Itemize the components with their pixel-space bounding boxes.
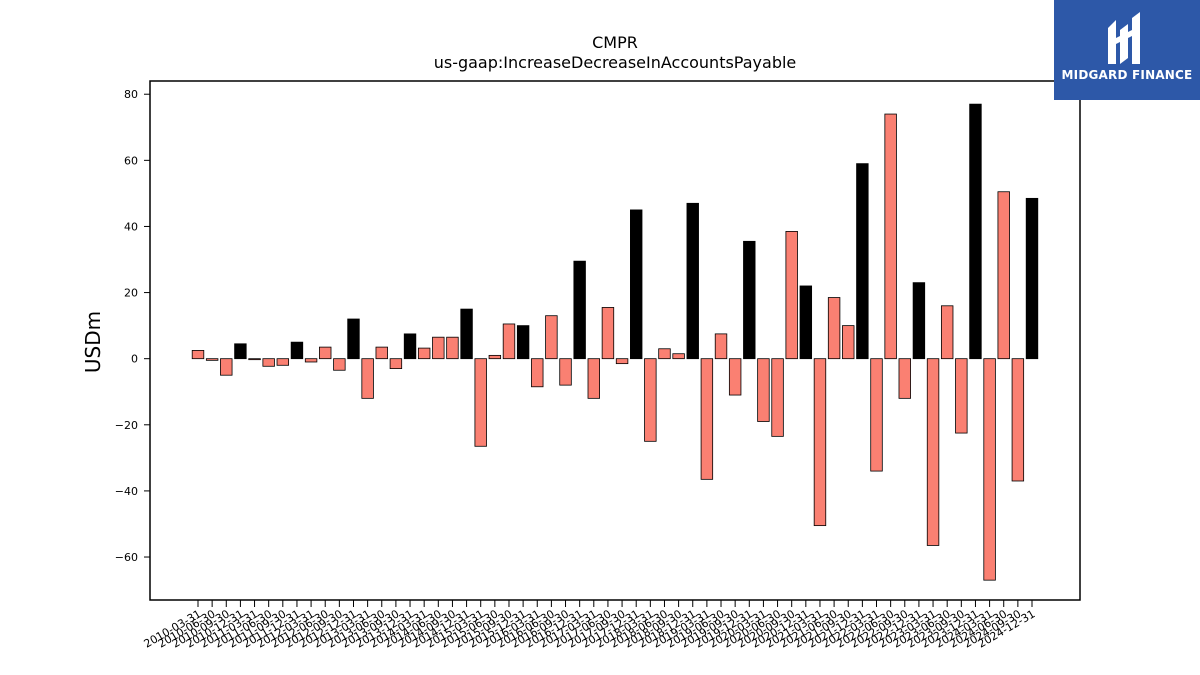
bar: [940, 305, 954, 360]
y-tick-label: −60: [115, 551, 138, 564]
bar: [290, 341, 304, 360]
bar: [884, 113, 897, 360]
bar: [417, 347, 431, 360]
bar: [714, 333, 728, 360]
bar: [728, 358, 742, 396]
bar: [827, 297, 841, 360]
chart-title: CMPR: [592, 33, 638, 52]
plot-frame: [149, 80, 1081, 601]
y-tick-label: 80: [124, 88, 138, 101]
midgard-logo-icon: [1108, 12, 1140, 64]
bar: [983, 358, 996, 581]
logo-text: MIDGARD FINANCE: [1061, 68, 1193, 82]
bar: [1025, 197, 1039, 360]
bar: [516, 325, 530, 360]
bar: [488, 354, 502, 360]
bar: [389, 358, 403, 369]
bar: [191, 350, 205, 360]
bar: [446, 336, 459, 360]
bar: [220, 358, 233, 376]
bar: [1011, 358, 1025, 482]
y-tick-label: 0: [131, 353, 138, 366]
bar: [743, 240, 756, 360]
bar: [601, 307, 615, 360]
bar: [672, 353, 685, 360]
bar: [813, 358, 827, 527]
bar: [997, 191, 1010, 360]
y-tick-label: −40: [115, 485, 138, 498]
bar: [474, 358, 487, 447]
y-tick-label: 20: [124, 287, 138, 300]
bar: [545, 315, 558, 360]
bar: [630, 209, 643, 360]
bar: [319, 346, 332, 360]
bar: [205, 358, 219, 361]
bar: [898, 358, 911, 399]
logo: MIDGARD FINANCE: [1054, 0, 1200, 100]
bar: [842, 325, 855, 360]
bar: [403, 333, 417, 360]
y-tick-label: 60: [124, 154, 138, 167]
bar: [644, 358, 657, 442]
bar: [686, 202, 699, 360]
y-tick-label: 40: [124, 220, 138, 233]
bar: [276, 358, 290, 366]
bar: [502, 323, 516, 360]
bar: [658, 348, 671, 360]
bar: [799, 285, 813, 360]
bar: [700, 358, 714, 480]
bar: [587, 358, 600, 399]
bar: [248, 358, 261, 361]
bar: [870, 358, 883, 472]
bar: [304, 358, 318, 363]
chart-subtitle: us-gaap:IncreaseDecreaseInAccountsPayabl…: [434, 53, 797, 72]
bar: [234, 343, 247, 360]
bar: [785, 231, 798, 360]
bar: [262, 358, 275, 367]
bar: [432, 336, 445, 360]
bar: [531, 358, 544, 388]
bar: [969, 103, 982, 360]
bar: [333, 358, 346, 371]
bar: [460, 308, 473, 360]
y-axis-label: USDm: [81, 311, 105, 373]
bar: [573, 260, 586, 360]
bar: [347, 318, 360, 360]
bar: [559, 358, 572, 386]
bar: [361, 358, 374, 399]
bar: [856, 163, 869, 360]
bar: [955, 358, 968, 434]
bar: [771, 358, 784, 437]
bar: [912, 282, 926, 360]
bar: [375, 346, 388, 360]
bar: [926, 358, 940, 546]
bar: [615, 358, 629, 365]
bar: [757, 358, 770, 422]
y-tick-label: −20: [115, 419, 138, 432]
